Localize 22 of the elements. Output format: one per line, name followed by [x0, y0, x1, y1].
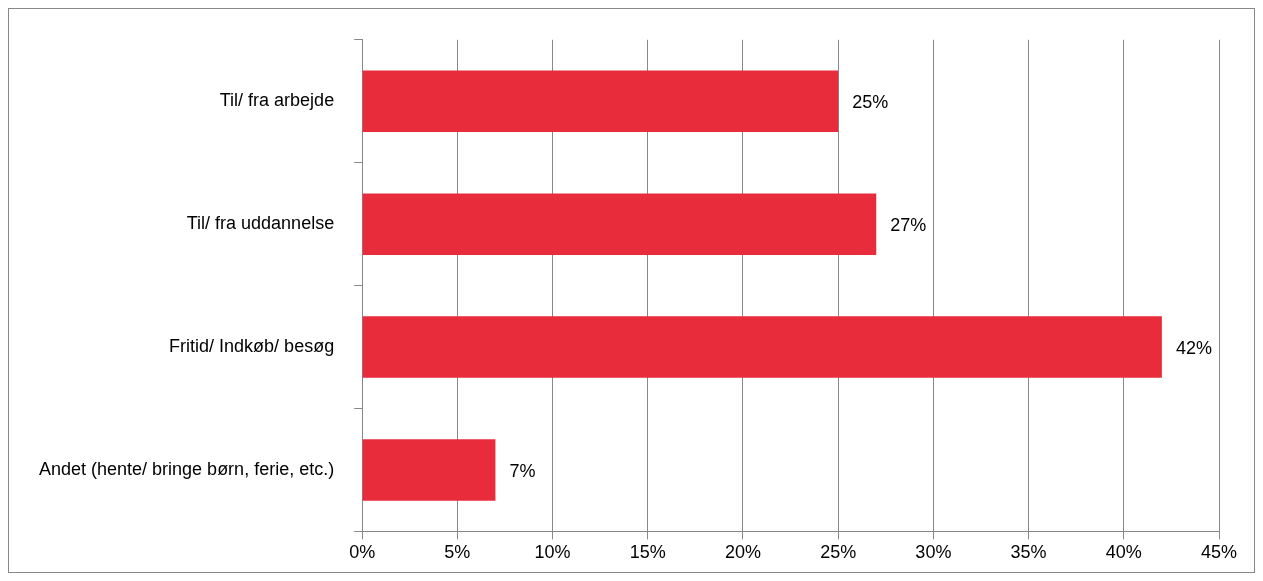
data-label: 7% — [509, 460, 536, 481]
data-label: 42% — [1175, 338, 1212, 359]
data-label: 27% — [890, 215, 927, 236]
y-tick-label: Til/ fra arbejde — [219, 90, 335, 111]
x-tick-label: 45% — [1200, 542, 1238, 563]
x-tick-label: 30% — [915, 542, 952, 563]
data-label: 25% — [852, 92, 889, 113]
bar — [362, 316, 1162, 378]
y-tick-label: Fritid/ Indkøb/ besøg — [169, 336, 335, 357]
bar — [362, 70, 839, 132]
bar — [362, 439, 496, 501]
bar — [362, 193, 877, 255]
y-tick-label: Andet (hente/ bringe børn, ferie, etc.) — [39, 458, 335, 479]
x-tick-label: 35% — [1010, 542, 1047, 563]
y-tick-label: Til/ fra uddannelse — [186, 213, 335, 234]
x-tick-label: 0% — [349, 542, 376, 563]
x-tick-label: 25% — [820, 542, 857, 563]
x-tick-label: 20% — [724, 542, 761, 563]
x-tick-label: 5% — [444, 542, 471, 563]
x-tick-label: 15% — [629, 542, 666, 563]
x-tick-label: 10% — [534, 542, 571, 563]
x-tick-label: 40% — [1105, 542, 1142, 563]
